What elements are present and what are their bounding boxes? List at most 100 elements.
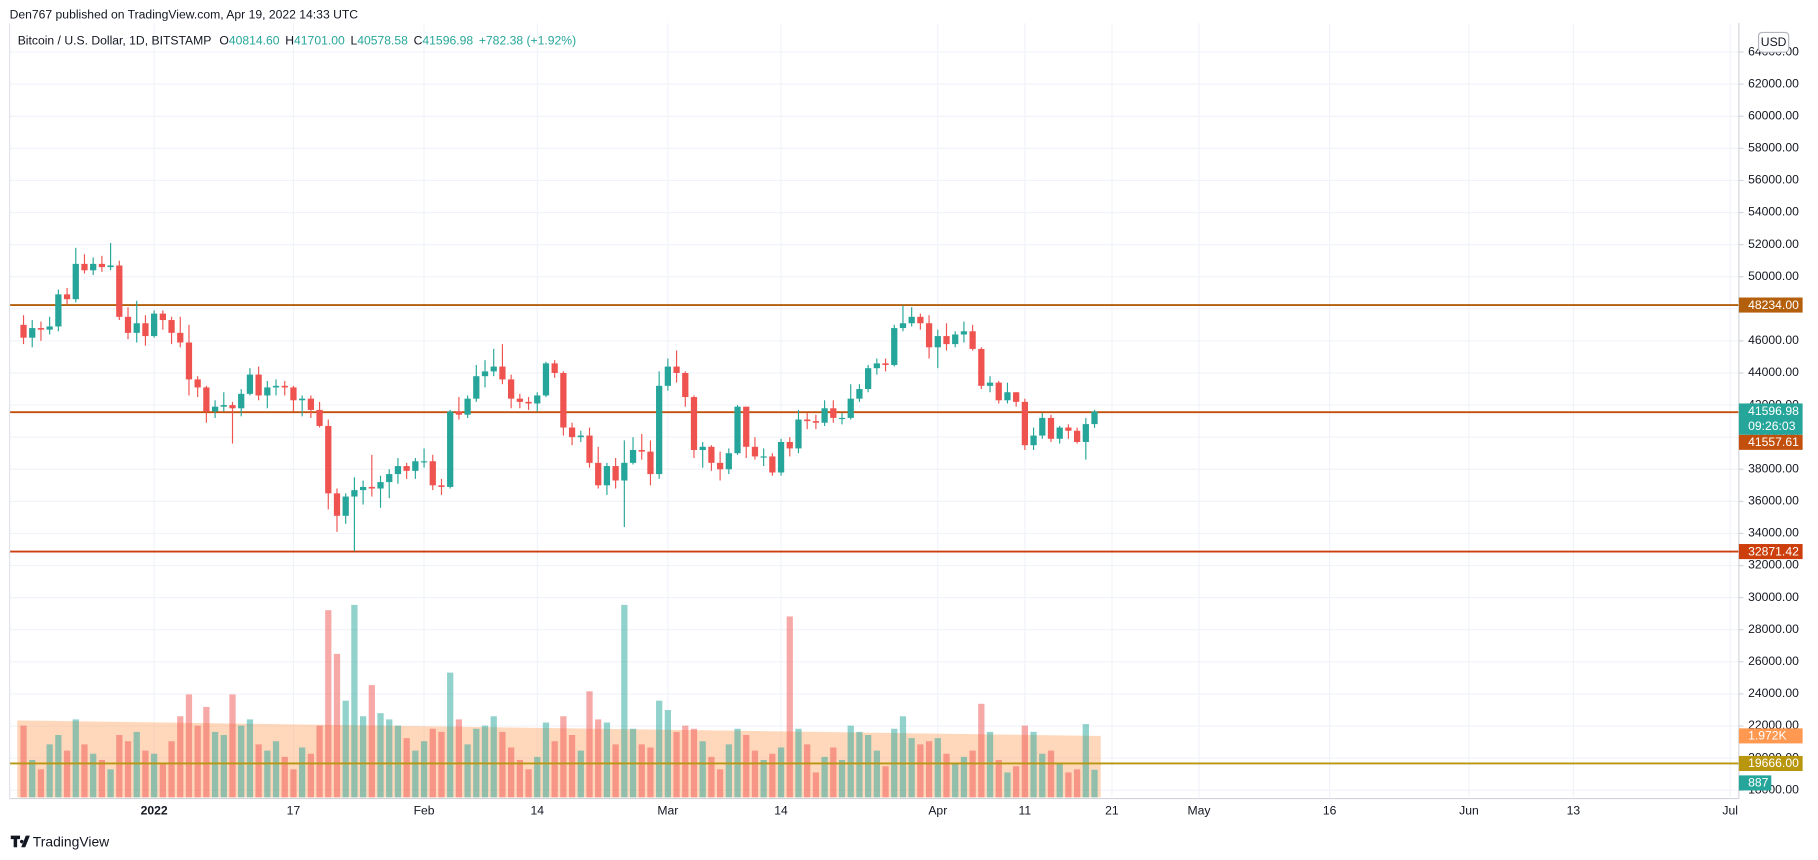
candle-body — [72, 263, 79, 300]
currency-label[interactable]: USD — [1761, 35, 1787, 49]
volume-bar — [716, 769, 724, 798]
last-price-bg — [1738, 403, 1803, 435]
plot — [9, 243, 1739, 798]
legend-key: L — [350, 34, 357, 48]
footer-logo: TradingView — [10, 833, 110, 849]
volume-bar — [751, 750, 759, 798]
candle-body — [351, 490, 358, 497]
candle-body — [438, 485, 445, 487]
legend-value: 41596.98 — [422, 34, 473, 48]
candle-body — [159, 313, 166, 321]
volume-bar — [325, 610, 332, 798]
candle-body — [464, 398, 471, 415]
volume-bar — [682, 725, 689, 798]
candle-body — [229, 405, 236, 409]
candle-body — [682, 372, 689, 398]
volume-bar — [377, 713, 384, 798]
x-tick-label: 21 — [1105, 804, 1119, 818]
candle-body — [812, 421, 820, 423]
candle-body — [168, 320, 175, 333]
volume-bar — [394, 725, 402, 798]
candle-body — [621, 462, 628, 481]
candle-body — [177, 332, 184, 343]
x-tick-label: 2022 — [141, 804, 168, 818]
candle-body — [20, 324, 27, 338]
candle-body — [542, 363, 550, 396]
candle-body — [934, 336, 941, 348]
candle-body — [333, 493, 341, 516]
volume-bar — [1030, 731, 1037, 798]
candle-body — [63, 294, 71, 300]
candle-body — [1004, 392, 1011, 401]
legend-key: H — [285, 34, 294, 48]
candle-body — [751, 446, 759, 457]
candle-body — [142, 323, 149, 337]
candle-body — [325, 425, 332, 494]
volume-bar — [490, 716, 497, 798]
currency-button[interactable] — [1757, 31, 1790, 53]
axes: 2022 17 Feb 14 Mar 14 Apr 11 21 May 16 Jun 13 Jul1800… — [141, 44, 1803, 818]
candle-body — [917, 316, 924, 324]
volume-bar — [255, 744, 262, 798]
candle-body — [516, 398, 523, 402]
volume-bar — [656, 700, 663, 798]
legend-symbol: Bitcoin / U.S. Dollar, 1D, BITSTAMP — [18, 34, 212, 48]
candle-body — [978, 348, 985, 386]
level-label: 19666.00 — [1748, 756, 1799, 770]
volume-bar — [290, 769, 297, 798]
footer-text: TradingView — [33, 833, 110, 849]
volume-bar — [943, 753, 950, 798]
candle-body — [386, 474, 393, 483]
candle-body — [394, 466, 402, 475]
y-tick-label: 46000.00 — [1748, 333, 1799, 347]
x-tick-label: 11 — [1019, 804, 1032, 818]
candle-body — [211, 406, 219, 412]
legend-value: 40578.58 — [357, 34, 408, 48]
candle-body — [203, 387, 210, 412]
volume-bar — [804, 744, 811, 798]
volume-bar — [1004, 772, 1011, 798]
volume-bar — [1082, 724, 1089, 798]
legend-key: C — [414, 34, 423, 48]
candle-body — [647, 451, 654, 475]
candle-body — [1091, 411, 1098, 425]
y-tick-label: 56000.00 — [1748, 173, 1799, 187]
y-tick-label: 28000.00 — [1748, 622, 1799, 636]
legend-value: 40814.60 — [229, 34, 280, 48]
candle-body — [847, 398, 854, 418]
logo-icon — [10, 835, 30, 848]
y-tick-label: 32000.00 — [1748, 558, 1799, 572]
volume-bar — [368, 685, 375, 798]
candle-body — [1030, 435, 1037, 446]
candle-body — [908, 316, 915, 324]
candle-body — [690, 397, 698, 451]
candle-body — [359, 486, 367, 491]
y-tick-label: 34000.00 — [1748, 526, 1799, 540]
volume-bar — [551, 741, 558, 798]
volume-bar — [899, 716, 907, 798]
last-price-label: 41596.98 — [1748, 404, 1799, 418]
candle-body — [1013, 392, 1020, 402]
y-tick-label: 30000.00 — [1748, 590, 1799, 604]
volume-bar — [534, 756, 541, 798]
volume-bar — [830, 747, 837, 798]
volume-bar — [699, 741, 706, 798]
candle-body — [1073, 430, 1081, 442]
volume-bar — [159, 763, 166, 798]
volume-bar — [769, 753, 776, 798]
candle-body — [55, 294, 62, 327]
x-tick-label: Apr — [928, 804, 947, 818]
volume-bar — [333, 653, 341, 798]
candle-body — [473, 376, 480, 399]
x-tick-label: Jul — [1722, 804, 1738, 818]
candle-body — [804, 419, 811, 422]
candle-body — [873, 363, 880, 369]
candle-body — [116, 265, 123, 317]
volume-bar — [786, 616, 793, 798]
candle-body — [734, 406, 741, 454]
candle-body — [838, 417, 846, 420]
y-tick-label: 60000.00 — [1748, 108, 1799, 122]
volume-bar — [386, 719, 393, 798]
